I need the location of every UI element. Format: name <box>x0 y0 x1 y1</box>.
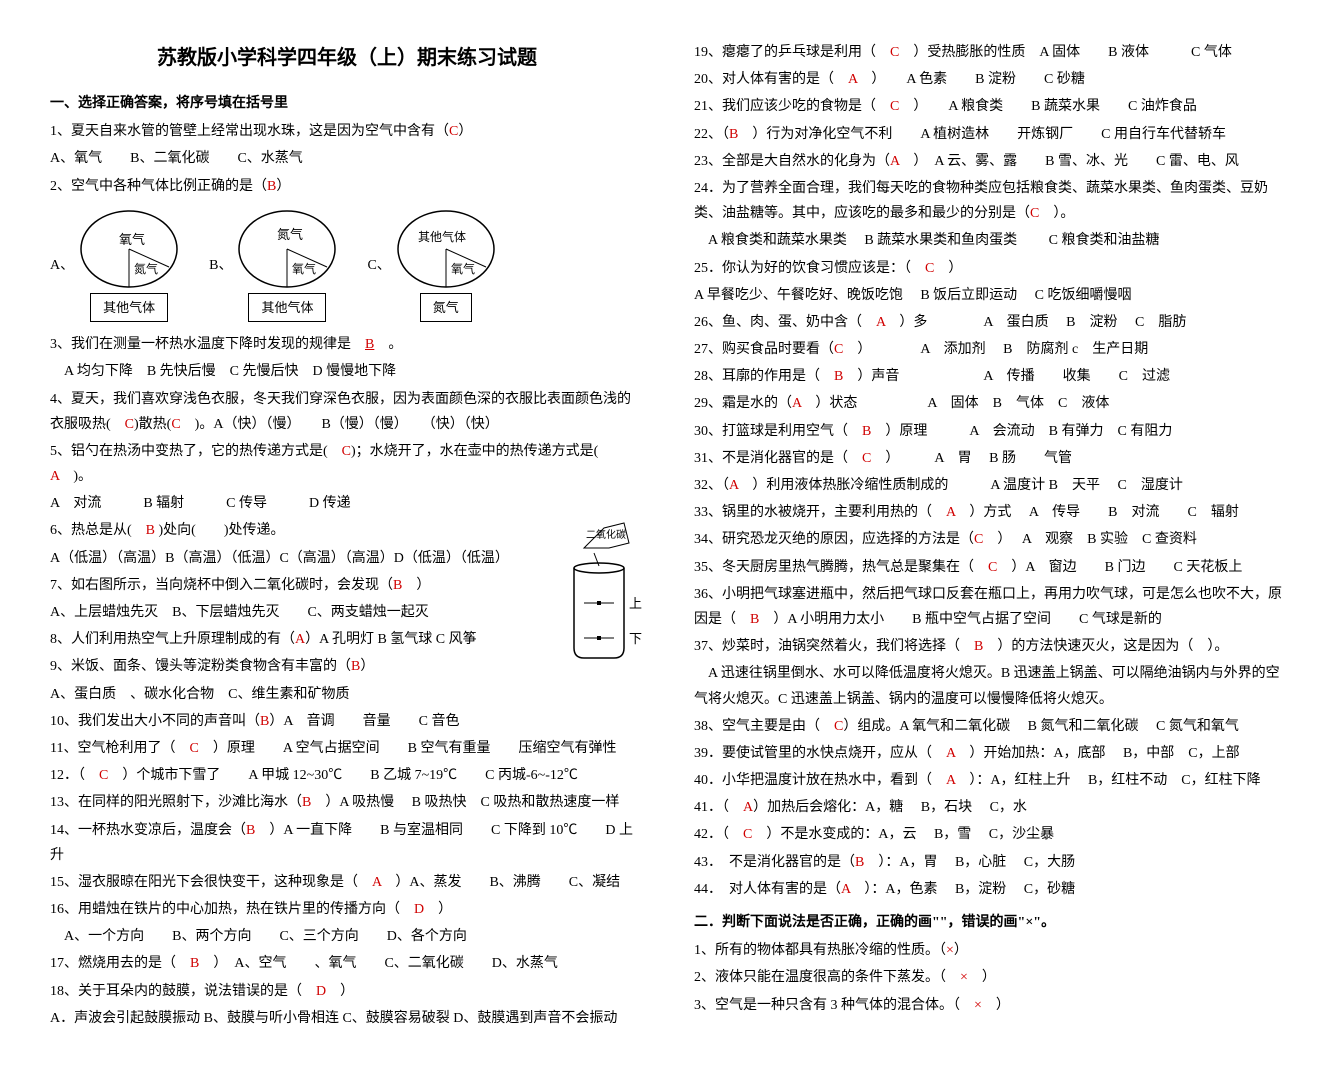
pie-chart-b: 氮气 氧气 <box>237 209 337 289</box>
question-4: 4、夏天，我们喜欢穿浅色衣服，冬天我们穿深色衣服，因为表面颜色深的衣服比表面颜色… <box>50 387 644 437</box>
question-32: 32、（A ）利用液体热胀冷缩性质制成的 A 温度计 B 天平 C 湿度计 <box>694 473 1288 498</box>
question-35: 35、冬天厨房里热气腾腾，热气总是聚集在（ C ）A 窗边 B 门边 C 天花板… <box>694 555 1288 580</box>
question-20: 20、对人体有害的是（ A ） A 色素 B 淀粉 C 砂糖 <box>694 67 1288 92</box>
question-1: 1、夏天自来水管的管壁上经常出现水珠，这是因为空气中含有（C） <box>50 119 644 144</box>
pie-charts-row: A、 氧气 氮气 其他气体 B、 氮气 氧气 <box>50 209 644 322</box>
question-38: 38、空气主要是由（ C）组成。A 氧气和二氧化碳 B 氮气和二氧化碳 C 氮气… <box>694 714 1288 739</box>
question-18-opts: A．声波会引起鼓膜振动 B、鼓膜与听小骨相连 C、鼓膜容易破裂 D、鼓膜遇到声音… <box>50 1006 644 1031</box>
question-16: 16、用蜡烛在铁片的中心加热，热在铁片里的传播方向（ D ） <box>50 897 644 922</box>
svg-text:上: 上 <box>629 596 642 611</box>
question-24: 24．为了营养全面合理，我们每天吃的食物种类应包括粮食类、蔬菜水果类、鱼肉蛋类、… <box>694 176 1288 226</box>
question-10: 10、我们发出大小不同的声音叫（B）A 音调 音量 C 音色 <box>50 709 644 734</box>
pie-chart-a: 氧气 氮气 <box>79 209 179 289</box>
question-25-opts: A 早餐吃少、午餐吃好、晚饭吃饱 B 饭后立即运动 C 吃饭细嚼慢咽 <box>694 283 1288 308</box>
question-22: 22、（B ）行为对净化空气不利 A 植树造林 开炼钢厂 C 用自行车代替轿车 <box>694 122 1288 147</box>
question-34: 34、研究恐龙灭绝的原因，应选择的方法是（C ） A 观察 B 实验 C 查资料 <box>694 527 1288 552</box>
question-26: 26、鱼、肉、蛋、奶中含（ A ）多 A 蛋白质 B 淀粉 C 脂肪 <box>694 310 1288 335</box>
question-25: 25．你认为好的饮食习惯应该是：（ C ） <box>694 256 1288 281</box>
svg-text:氮气: 氮气 <box>277 227 303 242</box>
question-3-opts: A 均匀下降 B 先快后慢 C 先慢后快 D 慢慢地下降 <box>50 359 644 384</box>
document-title: 苏教版小学科学四年级（上）期末练习试题 <box>50 40 644 76</box>
section-1-header: 一、选择正确答案，将序号填在括号里 <box>50 91 644 116</box>
question-44: 44． 对人体有害的是（A ）：A，色素 B，淀粉 C，砂糖 <box>694 877 1288 902</box>
question-21: 21、我们应该少吃的食物是（ C ） A 粮食类 B 蔬菜水果 C 油炸食品 <box>694 94 1288 119</box>
question-19: 19、瘪瘪了的乒乓球是利用（ C ）受热膨胀的性质 A 固体 B 液体 C 气体 <box>694 40 1288 65</box>
pie-b-bottom: 其他气体 <box>248 293 326 322</box>
question-12: 12．（ C ）个城市下雪了 A 甲城 12~30℃ B 乙城 7~19℃ C … <box>50 763 644 788</box>
svg-text:氧气: 氧气 <box>119 232 145 247</box>
question-16-opts: A、一个方向 B、两个方向 C、三个方向 D、各个方向 <box>50 924 644 949</box>
question-5: 5、铝勺在热汤中变热了，它的热传递方式是( C)；水烧开了，水在壶中的热传递方式… <box>50 439 644 489</box>
question-29: 29、霜是水的（A ）状态 A 固体 B 气体 C 液体 <box>694 391 1288 416</box>
question-14: 14、一杯热水变凉后，温度会（B ）A 一直下降 B 与室温相同 C 下降到 1… <box>50 818 644 868</box>
question-23: 23、全部是大自然水的化身为（A ） A 云、雾、露 B 雪、冰、光 C 雷、电… <box>694 149 1288 174</box>
question-2: 2、空气中各种气体比例正确的是（B） <box>50 174 644 199</box>
judge-1: 1、所有的物体都具有热胀冷缩的性质。（×） <box>694 938 1288 963</box>
question-13: 13、在同样的阳光照射下，沙滩比海水（B ）A 吸热慢 B 吸热快 C 吸热和散… <box>50 790 644 815</box>
svg-text:氧气: 氧气 <box>292 261 316 276</box>
question-33: 33、锅里的水被烧开，主要利用热的（ A ）方式 A 传导 B 对流 C 辐射 <box>694 500 1288 525</box>
question-15: 15、湿衣服晾在阳光下会很快变干，这种现象是（ A ）A、蒸发 B、沸腾 C、凝… <box>50 870 644 895</box>
beaker-diagram: 二氧化碳 上 下 <box>554 518 644 668</box>
judge-2: 2、液体只能在温度很高的条件下蒸发。（ × ） <box>694 965 1288 990</box>
question-28: 28、耳廓的作用是（ B ）声音 A 传播 收集 C 过滤 <box>694 364 1288 389</box>
question-40: 40．小华把温度计放在热水中，看到（ A ）：A，红柱上升 B，红柱不动 C，红… <box>694 768 1288 793</box>
svg-text:下: 下 <box>629 631 642 646</box>
question-42: 42．（ C ）不是水变成的：A，云 B，雪 C，沙尘暴 <box>694 822 1288 847</box>
svg-text:二氧化碳: 二氧化碳 <box>586 528 626 541</box>
question-9-opts: A、蛋白质 、碳水化合物 C、维生素和矿物质 <box>50 682 644 707</box>
svg-text:其他气体: 其他气体 <box>418 229 466 244</box>
judge-3: 3、空气是一种只含有 3 种气体的混合体。（ × ） <box>694 993 1288 1018</box>
question-11: 11、空气枪利用了（ C ）原理 A 空气占据空间 B 空气有重量 压缩空气有弹… <box>50 736 644 761</box>
question-24-opts: A 粮食类和蔬菜水果类 B 蔬菜水果类和鱼肉蛋类 C 粮食类和油盐糖 <box>694 228 1288 253</box>
pie-a-bottom: 其他气体 <box>90 293 168 322</box>
pie-b-prefix: B、 <box>209 253 232 278</box>
question-41: 41．（ A）加热后会熔化：A，糖 B，石块 C，水 <box>694 795 1288 820</box>
svg-text:氧气: 氧气 <box>451 261 475 276</box>
question-5-opts: A 对流 B 辐射 C 传导 D 传递 <box>50 491 644 516</box>
section-2-header: 二．判断下面说法是否正确，正确的画""，错误的画"×"。 <box>694 910 1288 935</box>
pie-a-prefix: A、 <box>50 253 74 278</box>
question-37-opts: A 迅速往锅里倒水、水可以降低温度将火熄灭。B 迅速盖上锅盖、可以隔绝油锅内与外… <box>694 661 1288 711</box>
question-17: 17、燃烧用去的是（ B ） A、空气 、氧气 C、二氧化碳 D、水蒸气 <box>50 951 644 976</box>
question-36: 36、小明把气球塞进瓶中，然后把气球口反套在瓶口上，再用力吹气球，可是怎么也吹不… <box>694 582 1288 632</box>
pie-chart-c: 其他气体 氧气 <box>396 209 496 289</box>
pie-c-bottom: 氮气 <box>420 293 472 322</box>
question-43: 43． 不是消化器官的是（B ）：A，胃 B，心脏 C，大肠 <box>694 850 1288 875</box>
question-31: 31、不是消化器官的是（ C ） A 胃 B 肠 气管 <box>694 446 1288 471</box>
question-37: 37、炒菜时，油锅突然着火，我们将选择（ B ）的方法快速灭火，这是因为（ ）。 <box>694 634 1288 659</box>
svg-text:氮气: 氮气 <box>134 261 158 276</box>
question-30: 30、打篮球是利用空气（ B ）原理 A 会流动 B 有弹力 C 有阻力 <box>694 419 1288 444</box>
question-1-opts: A、氧气 B、二氧化碳 C、水蒸气 <box>50 146 644 171</box>
question-3: 3、我们在测量一杯热水温度下降时发现的规律是 B 。 <box>50 332 644 357</box>
question-27: 27、购买食品时要看（C ） A 添加剂 B 防腐剂 c 生产日期 <box>694 337 1288 362</box>
question-18: 18、关于耳朵内的鼓膜，说法错误的是（ D ） <box>50 979 644 1004</box>
question-39: 39．要使试管里的水快点烧开，应从（ A ）开始加热：A，底部 B，中部 C，上… <box>694 741 1288 766</box>
pie-c-prefix: C、 <box>367 253 390 278</box>
right-column: 19、瘪瘪了的乒乓球是利用（ C ）受热膨胀的性质 A 固体 B 液体 C 气体… <box>694 40 1288 1033</box>
left-column: 苏教版小学科学四年级（上）期末练习试题 一、选择正确答案，将序号填在括号里 1、… <box>50 40 644 1033</box>
